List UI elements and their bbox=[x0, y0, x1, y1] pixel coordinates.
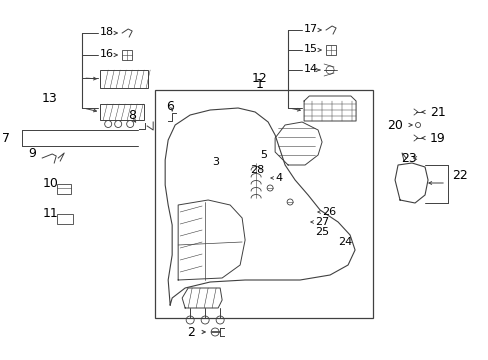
Text: 25: 25 bbox=[314, 227, 328, 237]
Text: 5: 5 bbox=[260, 150, 266, 160]
Bar bbox=[325, 45, 335, 55]
Text: 13: 13 bbox=[41, 91, 57, 104]
Text: 26: 26 bbox=[322, 207, 336, 217]
Text: 6: 6 bbox=[166, 99, 174, 112]
Bar bbox=[122, 50, 132, 60]
Text: 24: 24 bbox=[337, 237, 352, 247]
Text: 28: 28 bbox=[249, 165, 264, 175]
Text: 4: 4 bbox=[275, 173, 282, 183]
Text: 17: 17 bbox=[304, 24, 318, 34]
Text: 21: 21 bbox=[429, 105, 445, 118]
Bar bbox=[57, 214, 73, 224]
Text: 15: 15 bbox=[304, 44, 318, 54]
Text: 20: 20 bbox=[386, 118, 402, 131]
Text: 14: 14 bbox=[304, 64, 318, 74]
Text: 22: 22 bbox=[451, 168, 467, 181]
Bar bbox=[100, 70, 148, 88]
Text: 8: 8 bbox=[128, 108, 136, 122]
Text: 27: 27 bbox=[314, 217, 328, 227]
Text: 18: 18 bbox=[100, 27, 114, 37]
Text: 10: 10 bbox=[42, 176, 58, 189]
Text: 11: 11 bbox=[42, 207, 58, 220]
Text: 23: 23 bbox=[401, 152, 416, 165]
Bar bbox=[155, 90, 372, 318]
Bar bbox=[100, 104, 144, 120]
Text: 12: 12 bbox=[251, 72, 266, 85]
Text: 19: 19 bbox=[429, 131, 445, 144]
Text: 1: 1 bbox=[255, 77, 263, 90]
Text: 16: 16 bbox=[100, 49, 114, 59]
Text: 3: 3 bbox=[212, 157, 219, 167]
Text: 2: 2 bbox=[187, 325, 195, 338]
Text: 9: 9 bbox=[28, 147, 36, 159]
Bar bbox=[57, 184, 71, 194]
Text: 7: 7 bbox=[2, 131, 10, 144]
